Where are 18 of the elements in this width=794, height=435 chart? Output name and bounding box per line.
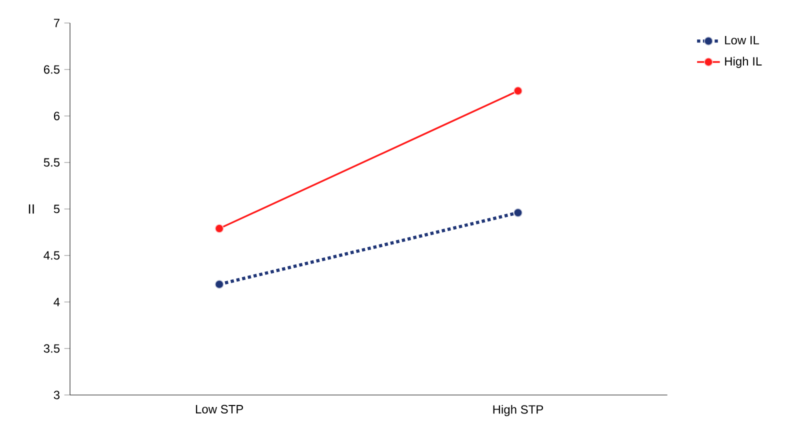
y-tick-label: 7 <box>54 18 60 28</box>
x-tick-label: High STP <box>493 404 544 416</box>
y-axis-title: II <box>28 204 34 214</box>
legend-label: Low IL <box>725 36 760 44</box>
y-tick-label: 3 <box>54 390 60 400</box>
y-tick-label: 3.5 <box>44 344 60 353</box>
point <box>514 208 522 218</box>
point <box>214 224 224 233</box>
y-tick-label: 4 <box>54 298 60 306</box>
point <box>514 86 522 96</box>
y-tick-label: 4.5 <box>44 251 60 260</box>
y-tick-label: 5 <box>54 204 60 214</box>
point <box>214 280 224 289</box>
x-tick-label: Low STP <box>196 404 244 414</box>
legend-label: High IL <box>725 56 762 68</box>
y-tick-label: 5.5 <box>44 158 60 167</box>
y-tick-label: 6 <box>54 112 60 120</box>
y-tick-label: 6.5 <box>44 65 60 74</box>
